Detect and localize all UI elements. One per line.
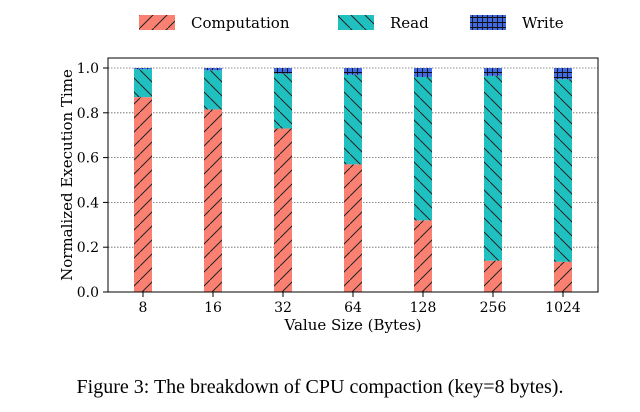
computation-bar-segment-hatch <box>274 128 292 292</box>
read-legend-label: Read <box>390 14 429 32</box>
axis-ticks: 0.0 0.2 0.4 0.6 0.8 1.0 8 16 32 64 128 256 1024 <box>77 61 581 316</box>
computation-legend-hatch <box>139 15 175 30</box>
y-axis-label: Normalized Execution Time <box>58 69 76 281</box>
computation-bar-segment-hatch <box>134 97 152 293</box>
legend: Computation Read Write <box>139 14 564 32</box>
x-tick-label: 128 <box>410 300 437 316</box>
computation-bar-segment-hatch <box>414 220 432 292</box>
gridlines <box>108 67 598 248</box>
read-legend-hatch <box>338 15 374 30</box>
x-tick-label: 32 <box>274 300 292 316</box>
read-bar-segment-hatch <box>554 79 572 262</box>
read-bar-segment-hatch <box>274 73 292 129</box>
read-bar-segment-hatch <box>484 75 502 261</box>
figure-caption: Figure 3: The breakdown of CPU compactio… <box>76 376 564 398</box>
y-tick-label: 0.6 <box>77 151 99 167</box>
computation-bar-segment-hatch <box>554 261 572 292</box>
x-axis-label: Value Size (Bytes) <box>284 316 422 334</box>
write-bar-segment-hatch <box>484 68 502 76</box>
y-tick-label: 0.2 <box>77 240 99 256</box>
computation-bar-segment-hatch <box>204 109 222 292</box>
x-tick-label: 8 <box>139 300 148 316</box>
x-tick-label: 16 <box>204 300 222 316</box>
write-bar-segment-hatch <box>414 68 432 77</box>
read-bar-segment-hatch <box>134 69 152 98</box>
computation-bar-segment-hatch <box>484 260 502 292</box>
x-tick-label: 1024 <box>545 300 581 316</box>
y-tick-label: 0.4 <box>77 195 99 211</box>
write-bar-segment-hatch <box>204 68 222 71</box>
y-tick-label: 0.0 <box>77 285 99 301</box>
write-legend-label: Write <box>522 14 564 32</box>
read-bar-segment-hatch <box>344 74 362 165</box>
stacked-bar-chart: 0.0 0.2 0.4 0.6 0.8 1.0 8 16 32 64 128 256 1024 Valu… <box>58 14 599 334</box>
read-bar-segment-hatch <box>204 70 222 110</box>
write-bar-segment-hatch <box>134 68 152 70</box>
computation-bar-segment-hatch <box>344 164 362 292</box>
y-tick-label: 0.8 <box>77 106 99 122</box>
write-legend-hatch <box>470 15 506 30</box>
computation-legend-label: Computation <box>191 14 290 32</box>
write-bar-segment-hatch <box>554 68 572 80</box>
write-bar-segment-hatch <box>344 68 362 75</box>
bars <box>134 68 572 293</box>
read-bar-segment-hatch <box>414 76 432 221</box>
y-tick-label: 1.0 <box>77 61 99 77</box>
x-tick-label: 256 <box>480 300 507 316</box>
x-tick-label: 64 <box>344 300 362 316</box>
write-bar-segment-hatch <box>274 68 292 74</box>
